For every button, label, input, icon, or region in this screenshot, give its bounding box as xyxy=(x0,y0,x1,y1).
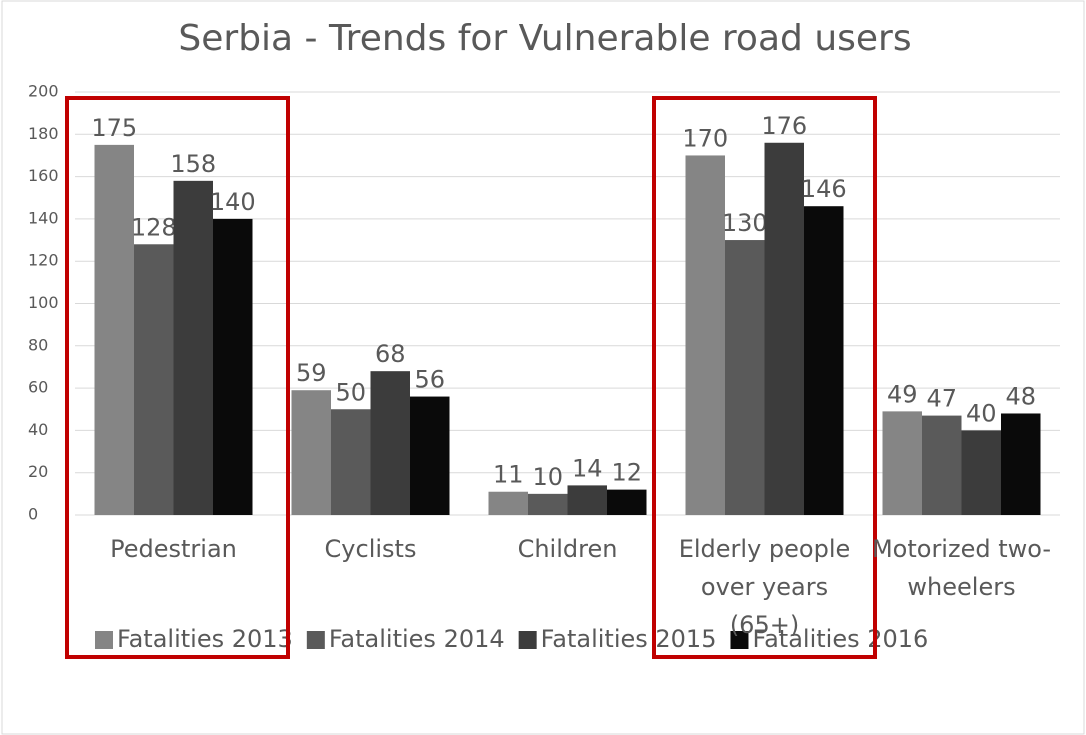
data-label: 130 xyxy=(722,209,768,237)
data-label: 12 xyxy=(611,459,642,487)
bar xyxy=(213,218,253,515)
data-label: 140 xyxy=(210,188,256,216)
y-tick-label: 140 xyxy=(28,208,59,227)
x-tick-label: Children xyxy=(517,535,618,563)
data-label: 146 xyxy=(801,175,847,203)
legend-label: Fatalities 2014 xyxy=(329,625,505,653)
y-tick-label: 100 xyxy=(28,293,59,312)
bar xyxy=(922,415,962,515)
bar xyxy=(1001,413,1041,515)
x-tick-label: Elderly people over years (65+) xyxy=(678,535,851,639)
bar xyxy=(173,180,213,515)
plot: 0 20 40 60 80 100 120 140 160 180 200 175 128 158 140 5… xyxy=(28,82,1060,653)
bar xyxy=(882,411,922,515)
bar xyxy=(685,155,725,515)
chart-title: Serbia - Trends for Vulnerable road user… xyxy=(178,18,911,59)
data-label: 10 xyxy=(532,463,563,491)
bar xyxy=(410,396,450,515)
bar xyxy=(370,371,410,515)
data-label: 68 xyxy=(375,340,406,368)
bar xyxy=(725,240,765,516)
bar xyxy=(331,409,371,515)
bar xyxy=(764,142,804,515)
data-label: 56 xyxy=(414,366,445,394)
y-tick-label: 0 xyxy=(28,505,38,524)
data-label: 47 xyxy=(926,385,957,413)
bar xyxy=(134,244,174,515)
data-label: 128 xyxy=(131,213,177,241)
data-label: 158 xyxy=(170,150,216,178)
bar xyxy=(567,485,607,515)
data-label: 14 xyxy=(572,454,603,482)
y-tick-label: 120 xyxy=(28,251,59,270)
legend-swatch xyxy=(730,631,749,649)
x-tick-label: Pedestrian xyxy=(110,535,237,563)
data-label: 11 xyxy=(493,461,524,489)
data-label: 170 xyxy=(682,124,728,152)
legend-swatch xyxy=(518,631,537,649)
y-tick-label: 200 xyxy=(28,82,59,101)
y-tick-label: 80 xyxy=(28,335,48,354)
bar xyxy=(804,206,844,515)
legend-swatch xyxy=(95,631,113,649)
y-tick-label: 40 xyxy=(28,420,48,439)
data-label: 59 xyxy=(296,359,327,387)
legend-label: Fatalities 2015 xyxy=(541,625,717,653)
legend-label: Fatalities 2013 xyxy=(117,625,293,653)
highlight-box xyxy=(652,96,877,659)
legend-label: Fatalities 2016 xyxy=(752,625,928,653)
data-label: 176 xyxy=(761,112,807,140)
y-tick-label: 180 xyxy=(28,124,59,143)
bar xyxy=(961,430,1001,515)
x-tick-label: Cyclists xyxy=(324,535,417,563)
bar xyxy=(488,491,528,515)
highlight-box xyxy=(65,96,290,659)
y-tick-label: 60 xyxy=(28,378,48,397)
data-label: 48 xyxy=(1005,382,1036,410)
bar xyxy=(94,144,134,515)
data-label: 40 xyxy=(966,399,997,427)
data-label: 175 xyxy=(91,114,137,142)
x-tick-label: Motorized two-wheelers xyxy=(871,535,1052,601)
y-tick-label: 20 xyxy=(28,462,48,481)
bar xyxy=(528,493,568,515)
y-tick-label: 160 xyxy=(28,166,59,185)
data-label: 49 xyxy=(887,380,918,408)
bar xyxy=(607,489,647,515)
data-label: 50 xyxy=(335,378,366,406)
legend-swatch xyxy=(306,631,325,649)
bar xyxy=(291,390,331,515)
